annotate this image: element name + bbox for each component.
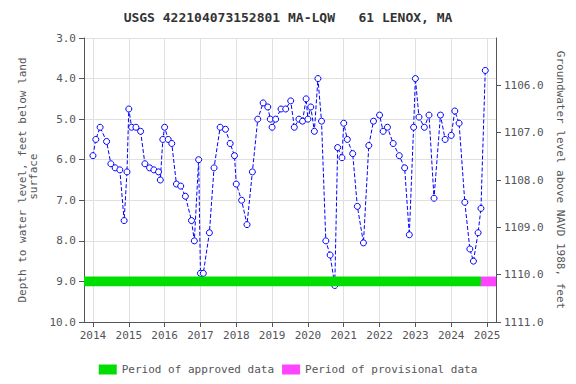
svg-text:4.0: 4.0 [56, 72, 76, 85]
svg-text:1111.0: 1111.0 [504, 316, 544, 329]
svg-text:1108.0: 1108.0 [504, 174, 544, 187]
svg-text:USGS 422104073152801 MA-LQW: USGS 422104073152801 MA-LQW 61 LENOX, MA [124, 10, 453, 25]
svg-text:2019: 2019 [259, 329, 286, 342]
svg-text:9.0: 9.0 [56, 275, 76, 288]
svg-text:8.0: 8.0 [56, 234, 76, 247]
svg-text:2025: 2025 [474, 329, 501, 342]
svg-text:2020: 2020 [295, 329, 322, 342]
svg-text:1107.0: 1107.0 [504, 126, 544, 139]
svg-text:Groundwater level above NAVD 1: Groundwater level above NAVD 1988, feet [554, 51, 567, 309]
svg-text:10.0: 10.0 [50, 316, 77, 329]
svg-text:2022: 2022 [366, 329, 393, 342]
svg-text:2021: 2021 [330, 329, 357, 342]
svg-text:1110.0: 1110.0 [504, 268, 544, 281]
svg-text:7.0: 7.0 [56, 194, 76, 207]
svg-text:2024: 2024 [438, 329, 465, 342]
svg-text:surface: surface [27, 154, 40, 207]
svg-text:1106.0: 1106.0 [504, 79, 544, 92]
svg-text:2018: 2018 [223, 329, 250, 342]
svg-text:5.0: 5.0 [56, 113, 76, 126]
svg-text:2017: 2017 [187, 329, 214, 342]
svg-text:Period of approved data: Period of approved data [122, 363, 274, 376]
svg-text:2023: 2023 [402, 329, 429, 342]
svg-text:2015: 2015 [116, 329, 143, 342]
svg-text:1109.0: 1109.0 [504, 221, 544, 234]
svg-text:2016: 2016 [151, 329, 178, 342]
svg-text:2014: 2014 [80, 329, 107, 342]
svg-text:3.0: 3.0 [56, 32, 76, 45]
svg-text:6.0: 6.0 [56, 153, 76, 166]
svg-text:Depth to water level, feet bel: Depth to water level, feet below land [15, 57, 29, 303]
svg-text:Period of provisional data: Period of provisional data [305, 363, 477, 376]
